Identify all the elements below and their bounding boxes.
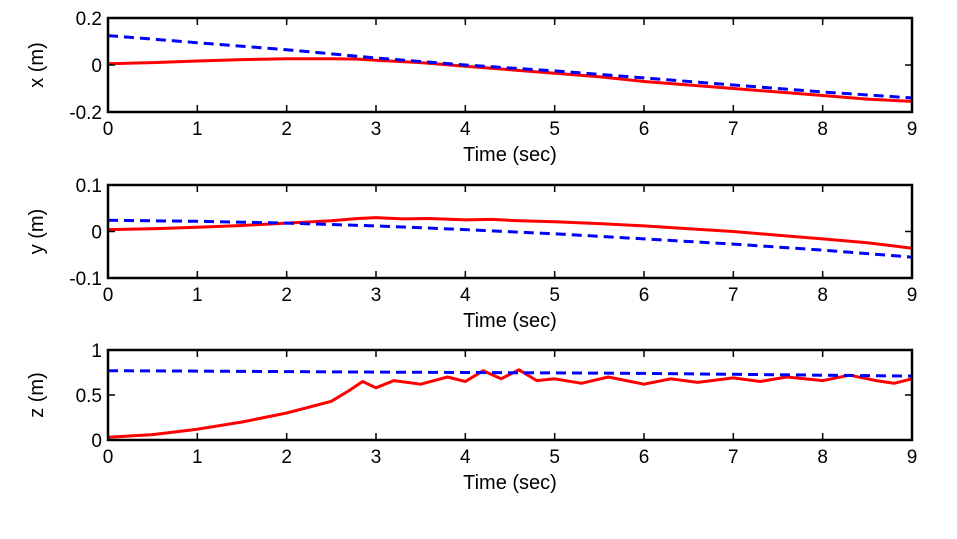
x-tick-label: 8 <box>817 447 828 468</box>
x-tick-label: 7 <box>728 119 739 140</box>
x-axis-title: Time (sec) <box>463 144 557 166</box>
x-tick-label: 0 <box>103 447 114 468</box>
x-tick-label: 8 <box>817 119 828 140</box>
x-tick-label: 6 <box>639 285 650 306</box>
x-tick-label: 1 <box>192 119 203 140</box>
x-tick-label: 2 <box>281 119 292 140</box>
x-tick-label: 4 <box>460 119 471 140</box>
y-axis-title: x (m) <box>26 42 48 88</box>
y-tick-label: 1 <box>91 341 102 362</box>
x-tick-label: 5 <box>549 447 560 468</box>
x-tick-label: 4 <box>460 285 471 306</box>
x-tick-label: 2 <box>281 447 292 468</box>
x-tick-label: 1 <box>192 285 203 306</box>
dashed-series-line <box>108 218 912 259</box>
x-tick-label: 0 <box>103 119 114 140</box>
solid-series-line <box>108 216 912 250</box>
x-tick-label: 3 <box>371 119 382 140</box>
x-tick-label: 1 <box>192 447 203 468</box>
x-tick-label: 7 <box>728 447 739 468</box>
x-tick-label: 5 <box>549 285 560 306</box>
y-tick-label: 0.1 <box>76 176 102 197</box>
y-tick-label: -0.2 <box>69 103 102 124</box>
x-tick-label: 9 <box>907 285 918 306</box>
x-tick-label: 3 <box>371 285 382 306</box>
x-tick-label: 8 <box>817 285 828 306</box>
y-tick-label: 0.5 <box>76 386 102 407</box>
x-tick-label: 7 <box>728 285 739 306</box>
dashed-series-line <box>108 369 912 378</box>
y-tick-label: -0.1 <box>69 269 102 290</box>
x-tick-label: 9 <box>907 447 918 468</box>
x-tick-label: 0 <box>103 285 114 306</box>
solid-series-line <box>108 57 912 103</box>
x-tick-label: 5 <box>549 119 560 140</box>
y-tick-label: 0 <box>91 56 102 77</box>
x-axis-title: Time (sec) <box>463 472 557 494</box>
y-axis-title: y (m) <box>26 209 48 255</box>
y-tick-label: 0 <box>91 223 102 244</box>
y-axis-title: z (m) <box>26 372 48 418</box>
x-tick-label: 3 <box>371 447 382 468</box>
dashed-series-line <box>108 34 912 100</box>
y-tick-label: 0 <box>91 431 102 452</box>
x-tick-label: 6 <box>639 119 650 140</box>
x-tick-label: 9 <box>907 119 918 140</box>
x-tick-label: 4 <box>460 447 471 468</box>
x-axis-title: Time (sec) <box>463 310 557 332</box>
x-tick-label: 2 <box>281 285 292 306</box>
subplot-3: 0 1 2 3 4 5 6 7 8 9 1 0.5 0 Time (sec) z (m) <box>26 341 917 494</box>
x-tick-label: 6 <box>639 447 650 468</box>
solid-series-line <box>108 368 912 439</box>
y-tick-label: 0.2 <box>76 9 102 30</box>
